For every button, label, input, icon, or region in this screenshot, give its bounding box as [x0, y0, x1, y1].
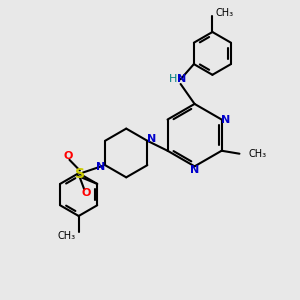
- Text: N: N: [190, 165, 199, 175]
- Text: CH₃: CH₃: [215, 8, 233, 18]
- Text: N: N: [177, 74, 186, 84]
- Text: S: S: [75, 167, 85, 181]
- Text: O: O: [63, 151, 73, 161]
- Text: N: N: [220, 115, 230, 124]
- Text: N: N: [147, 134, 156, 144]
- Text: CH₃: CH₃: [58, 231, 76, 241]
- Text: O: O: [81, 188, 91, 198]
- Text: N: N: [96, 162, 105, 172]
- Text: H: H: [169, 74, 177, 84]
- Text: CH₃: CH₃: [248, 149, 266, 159]
